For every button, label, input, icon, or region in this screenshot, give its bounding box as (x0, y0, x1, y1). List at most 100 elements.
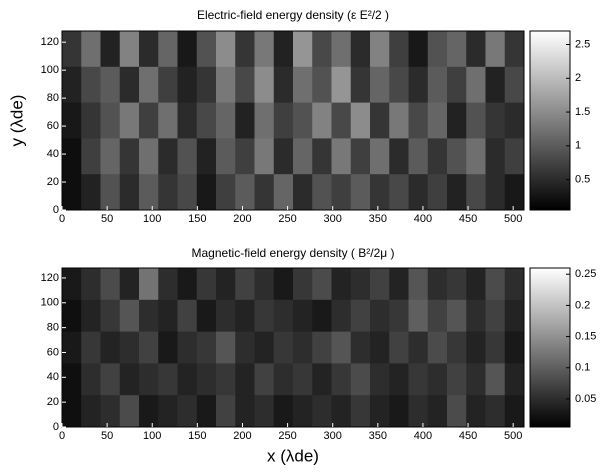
heatmap-cell (119, 102, 140, 139)
heatmap-cell (139, 138, 159, 175)
heatmap-cell (139, 395, 159, 428)
heatmap-cell (273, 395, 294, 428)
heatmap-cell (158, 31, 178, 68)
heatmap-cell (389, 102, 409, 139)
heatmap-cell (370, 138, 390, 175)
x-tick-label: 450 (459, 213, 477, 225)
heatmap-cell (312, 268, 332, 301)
heatmap-cell (466, 66, 486, 104)
heatmap-cell (389, 299, 409, 333)
x-tick-label: 400 (414, 430, 432, 442)
heatmap-cell (235, 174, 255, 211)
heatmap-cell (408, 363, 429, 396)
heatmap-cell (177, 363, 198, 396)
heatmap-cell (447, 395, 467, 428)
heatmap-cell (177, 31, 198, 68)
heatmap-cell (370, 174, 390, 211)
y-tick-label: 100 (41, 64, 59, 76)
heatmap-cell (100, 331, 121, 364)
heatmap-cell (408, 395, 429, 428)
heatmap-cell (293, 395, 313, 428)
x-tick-label: 300 (324, 213, 342, 225)
chart-title: Magnetic-field energy density ( B²/2μ ) (192, 246, 395, 260)
heatmap-cell (100, 174, 121, 211)
heatmap-cell (100, 138, 121, 175)
heatmap-cell (389, 363, 409, 396)
heatmap-cell (119, 174, 140, 211)
chart-title: Electric-field energy density (ε E²/2 ) (197, 8, 389, 22)
heatmap-cell (427, 395, 448, 428)
y-tick-label: 0 (53, 421, 59, 433)
heatmap-cell (504, 31, 525, 68)
heatmap-cell (158, 138, 178, 175)
heatmap-cell (389, 66, 409, 104)
heatmap-cell (370, 102, 390, 139)
heatmap-cell (177, 268, 198, 301)
heatmap-cell (350, 395, 371, 428)
heatmap-cell (177, 102, 198, 139)
heatmap-cell (196, 331, 217, 364)
x-tick-label: 350 (369, 213, 387, 225)
colorbar-tick-label: 0.05 (575, 393, 596, 405)
heatmap-cell (485, 363, 506, 396)
heatmap-cell (466, 174, 486, 211)
heatmap-cell (100, 268, 121, 301)
heatmap-cell (293, 299, 313, 333)
heatmap-cell (273, 174, 294, 211)
heatmap-cell (62, 299, 82, 333)
heatmap-cell (331, 299, 352, 333)
heatmap-cell (100, 31, 121, 68)
heatmap-cell (62, 102, 82, 139)
heatmap-cell (158, 299, 178, 333)
heatmap-cell (81, 299, 101, 333)
heatmap-cell (119, 331, 140, 364)
heatmap-cell (81, 363, 101, 396)
heatmap-cell (331, 174, 352, 211)
heatmap-cell (158, 268, 178, 301)
heatmap-cell (504, 138, 525, 175)
colorbar-tick-label: 0.25 (575, 268, 596, 280)
heatmap-cell (312, 66, 332, 104)
heatmap-cell (254, 102, 275, 139)
heatmap-cell (427, 31, 448, 68)
heatmap-cell (158, 395, 178, 428)
heatmap-cell (350, 299, 371, 333)
x-tick-label: 150 (188, 430, 206, 442)
heatmap-cell (216, 299, 236, 333)
colorbar-tick-label: 0.1 (575, 362, 590, 374)
heatmap-cell (119, 66, 140, 104)
heatmap-cell (350, 66, 371, 104)
heatmap-cell (350, 363, 371, 396)
heatmap-cell (81, 331, 101, 364)
heatmap-cell (100, 363, 121, 396)
heatmap-cell (81, 102, 101, 139)
heatmap-cell (177, 66, 198, 104)
heatmap-cell (235, 268, 255, 301)
heatmap-cell (119, 268, 140, 301)
heatmap-cell (177, 299, 198, 333)
heatmap-cell (504, 395, 525, 428)
heatmap-cell (504, 66, 525, 104)
heatmap-cell (62, 174, 82, 211)
heatmap-cell (273, 66, 294, 104)
y-tick-label: 0 (53, 204, 59, 216)
heatmap-cell (196, 102, 217, 139)
heatmap-cell (293, 102, 313, 139)
heatmap-cell (119, 299, 140, 333)
colorbar-tick-label: 1 (575, 140, 581, 152)
x-tick-label: 500 (504, 430, 522, 442)
heatmap-cell (312, 395, 332, 428)
heatmap-cell (177, 138, 198, 175)
heatmap-cell (370, 268, 390, 301)
heatmap-cell (504, 102, 525, 139)
y-tick-label: 40 (47, 371, 59, 383)
heatmap-cell (139, 363, 159, 396)
heatmap-cell (312, 363, 332, 396)
heatmap-cell (504, 268, 525, 301)
heatmap-cell (408, 31, 429, 68)
heatmap-cell (139, 268, 159, 301)
heatmap-cell (293, 31, 313, 68)
heatmap-cell (216, 102, 236, 139)
heatmap-cell (62, 268, 82, 301)
